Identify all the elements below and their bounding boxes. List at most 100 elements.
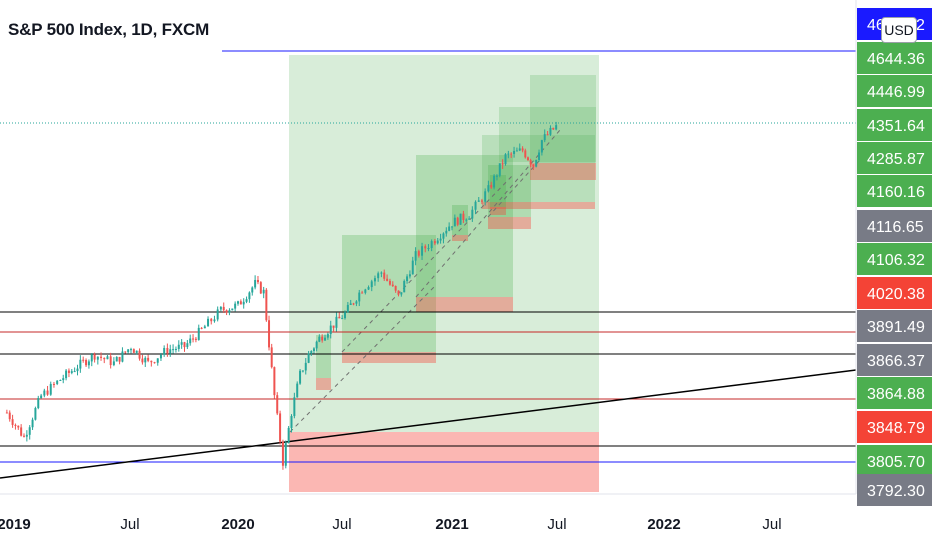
candle-body (338, 316, 341, 319)
candle-body (501, 163, 504, 165)
candle-body (222, 306, 225, 311)
candle-body (315, 341, 318, 349)
candle-body (189, 338, 192, 344)
svg-text:4446.99: 4446.99 (867, 84, 925, 101)
loss-zone-3[interactable] (416, 297, 513, 312)
candle-body (259, 282, 262, 294)
candle-body (106, 356, 109, 360)
candle-body (346, 304, 349, 313)
candle-body (391, 284, 394, 286)
candle-body (76, 368, 79, 372)
candle-body (495, 175, 498, 177)
svg-text:3848.79: 3848.79 (867, 420, 925, 437)
profit-zone-7[interactable] (530, 75, 596, 163)
time-axis[interactable]: 2019 Jul 2020 Jul 2021 Jul 2022 Jul (0, 0, 857, 533)
candle-body (159, 354, 162, 359)
candle-body (20, 427, 23, 436)
profit-zone-8[interactable] (316, 335, 331, 378)
price-label[interactable]: 4446.99 (857, 75, 932, 107)
candle-body (513, 150, 516, 154)
candle-body (239, 301, 242, 305)
loss-zone-2[interactable] (342, 352, 436, 363)
candle-body (93, 354, 96, 360)
candle-body (79, 359, 82, 369)
price-label[interactable]: 4020.38 (857, 277, 932, 309)
currency-button[interactable]: USD (881, 17, 917, 43)
candle-body (262, 289, 265, 294)
candle-body (203, 326, 206, 329)
profit-zone-main[interactable] (289, 55, 599, 432)
candlestick-series[interactable] (5, 121, 558, 470)
candle-body (484, 191, 487, 202)
price-label[interactable]: 4644.36 (857, 42, 932, 74)
long-trend-line[interactable] (0, 369, 857, 479)
candle-body (521, 148, 524, 151)
candle-body (411, 260, 414, 275)
candle-body (242, 301, 245, 305)
candle-body (174, 348, 177, 350)
candle-body (180, 342, 183, 345)
candle-body (186, 343, 189, 348)
price-axis[interactable]: 4692.324644.364446.994351.644285.874160.… (857, 8, 932, 506)
candle-body (448, 226, 451, 231)
price-label[interactable]: 3805.70 (857, 445, 932, 477)
loss-zone-10[interactable] (490, 207, 506, 215)
x-tick-label: Jul (762, 516, 781, 533)
profit-zone-5[interactable] (482, 135, 595, 202)
candle-body (526, 157, 529, 161)
candle-body (380, 272, 383, 274)
candle-body (28, 427, 31, 435)
candle-body (332, 325, 335, 328)
candle-body (135, 350, 138, 353)
candle-body (112, 361, 115, 366)
svg-text:4106.32: 4106.32 (867, 252, 925, 269)
candle-body (386, 278, 389, 281)
candle-body (318, 336, 321, 342)
candle-body (281, 441, 284, 466)
price-label[interactable]: 4116.65 (857, 210, 932, 242)
candle-body (172, 349, 175, 351)
price-label[interactable]: 3864.88 (857, 377, 932, 409)
candle-body (352, 303, 355, 305)
price-label[interactable]: 4160.16 (857, 175, 932, 207)
candle-body (124, 351, 127, 353)
candle-body (147, 357, 150, 361)
price-label[interactable]: 4285.87 (857, 142, 932, 174)
candle-body (403, 281, 406, 293)
candle-body (477, 200, 480, 202)
price-label[interactable]: 3848.79 (857, 411, 932, 443)
price-label[interactable]: 4351.64 (857, 109, 932, 141)
x-tick-label: Jul (120, 516, 139, 533)
candle-body (373, 278, 376, 282)
loss-zone-8[interactable] (316, 378, 331, 390)
x-tick-label: 2020 (221, 516, 254, 533)
candle-body (82, 359, 85, 361)
candle-body (228, 310, 231, 313)
profit-zone-4[interactable] (488, 165, 531, 217)
horizontal-levels[interactable] (0, 50, 856, 463)
loss-zone-7[interactable] (530, 163, 596, 180)
candle-body (46, 390, 49, 395)
candle-body (498, 163, 501, 176)
candle-body (293, 397, 296, 417)
price-label[interactable]: 3792.30 (857, 474, 932, 506)
candle-body (127, 349, 130, 353)
loss-zone-9[interactable] (452, 235, 468, 241)
price-label[interactable]: 4106.32 (857, 243, 932, 275)
candle-body (474, 201, 477, 210)
svg-text:4160.16: 4160.16 (867, 184, 925, 201)
candle-body (361, 292, 364, 294)
candle-body (5, 412, 8, 414)
price-label[interactable]: 3891.49 (857, 310, 932, 342)
loss-zone-4[interactable] (488, 217, 531, 229)
price-label[interactable]: 3866.37 (857, 344, 932, 376)
candle-body (414, 251, 417, 261)
loss-zone-5[interactable] (482, 202, 595, 209)
chart-title: S&P 500 Index, 1D, FXCM (8, 20, 210, 39)
candle-body (121, 351, 124, 362)
candle-body (251, 287, 254, 293)
long-position-zones[interactable] (289, 55, 599, 492)
candle-body (377, 273, 380, 279)
candle-body (90, 354, 93, 362)
